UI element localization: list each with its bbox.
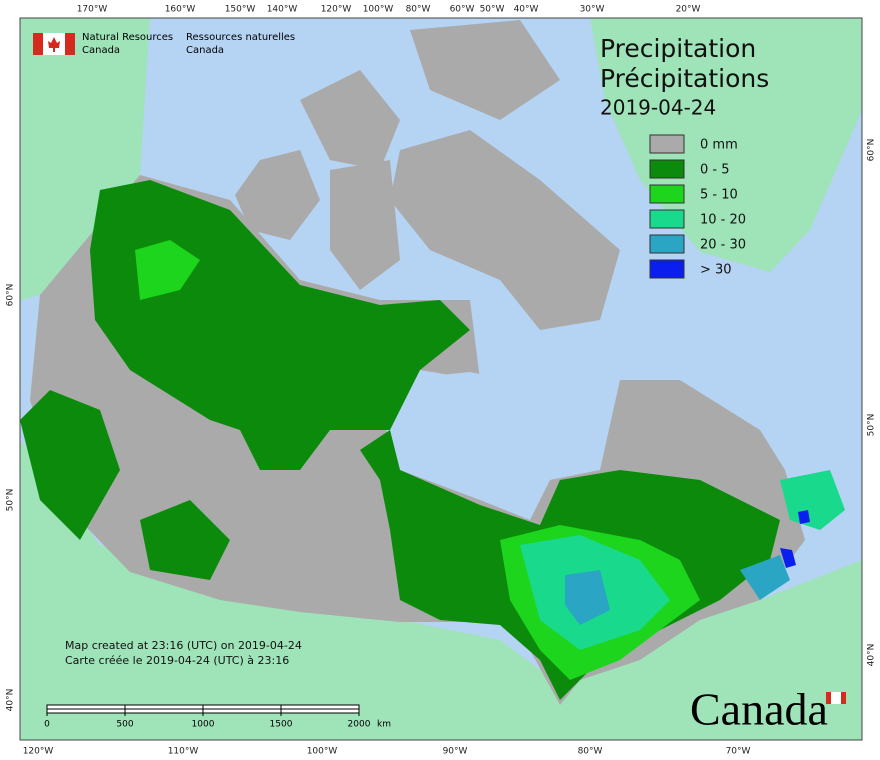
greenland [590, 18, 862, 272]
agency-en: Natural Resources [82, 32, 173, 43]
legend-swatch [649, 209, 685, 229]
legend-label: 20 - 30 [700, 238, 746, 253]
longitude-label: 60°W [450, 5, 475, 15]
footer: Map created at 23:16 (UTC) on 2019-04-24 [65, 639, 302, 652]
longitude-label: 40°W [514, 5, 539, 15]
longitude-label: 150°W [225, 5, 256, 15]
longitude-label: 170°W [77, 5, 108, 15]
hudson-bay [386, 372, 540, 500]
legend-label: > 30 [700, 263, 732, 278]
scale-label: 1000 [192, 720, 215, 730]
frame [19, 17, 863, 741]
footer: Carte créée le 2019-04-24 (UTC) à 23:16 [65, 654, 289, 667]
usa [20, 440, 862, 740]
precip-20-30 [565, 570, 610, 625]
latitude-label: 50°N [6, 489, 16, 512]
legend-label: 5 - 10 [700, 188, 738, 203]
precip-10-20 [780, 470, 845, 530]
legend-swatch [649, 259, 685, 279]
precip-0-5 [140, 500, 230, 580]
latitude-label: 60°N [6, 284, 16, 307]
precip-over-30 [780, 548, 796, 568]
longitude-label: 90°W [443, 747, 468, 757]
canada-wordmark: Canada [690, 684, 828, 735]
agency-en: Canada [82, 45, 120, 56]
scale-label: 0 [44, 720, 50, 730]
legend-swatch [649, 184, 685, 204]
scale-label: 500 [116, 720, 133, 730]
latitude-label: 60°N [867, 139, 877, 162]
precip-20-30 [740, 555, 790, 600]
longitude-label: 20°W [676, 5, 701, 15]
title: Précipitations [600, 64, 769, 93]
precip-0-5 [20, 390, 120, 540]
latitude-label: 50°N [867, 414, 877, 437]
longitude-label: 120°W [321, 5, 352, 15]
precip-5-10 [135, 240, 200, 300]
legend-label: 0 mm [700, 138, 738, 153]
longitude-label: 80°W [578, 747, 603, 757]
agency-fr: Canada [186, 45, 224, 56]
island [390, 130, 620, 330]
longitude-label: 50°W [480, 5, 505, 15]
nrcan-header: Natural Resources Canada Ressources natu… [33, 32, 295, 56]
scale-segment [280, 708, 360, 714]
island [410, 20, 560, 120]
longitude-label: 100°W [307, 747, 338, 757]
legend: 0 mm 0 - 5 5 - 10 10 - 20 20 - 30 > 30 [649, 134, 746, 279]
scale-segment [46, 704, 126, 710]
graticule: 170°W 160°W 150°W 140°W 120°W 100°W 80°W 60°W 50… [6, 5, 877, 757]
longitude-label: 160°W [165, 5, 196, 15]
scale-segment [124, 708, 204, 714]
legend-swatch [649, 134, 685, 154]
precip-over-30 [798, 510, 810, 524]
island [235, 150, 320, 240]
scale-label: 2000 [348, 720, 371, 730]
scale-segment [202, 704, 282, 710]
wordmark-flag [831, 692, 841, 704]
legend-swatch [649, 159, 685, 179]
latitude-label: 40°N [6, 689, 16, 712]
land [20, 18, 862, 740]
flag-band [65, 33, 75, 55]
scale-bar: 0 500 1000 1500 2000 km [44, 704, 391, 730]
date: 2019-04-24 [600, 96, 716, 120]
wordmark: Canada [690, 684, 846, 735]
longitude-label: 110°W [168, 747, 199, 757]
island [300, 70, 400, 170]
legend-label: 10 - 20 [700, 213, 746, 228]
longitude-label: 140°W [267, 5, 298, 15]
maple-leaf [48, 37, 60, 52]
agency-fr: Ressources naturelles [186, 32, 295, 43]
longitude-label: 30°W [580, 5, 605, 15]
flag-band [33, 33, 43, 55]
scale-label: 1500 [270, 720, 293, 730]
latitude-label: 40°N [867, 644, 877, 667]
legend-label: 0 - 5 [700, 163, 730, 178]
alaska [20, 18, 150, 300]
longitude-label: 100°W [363, 5, 394, 15]
legend-swatch [649, 234, 685, 254]
longitude-label: 80°W [406, 5, 431, 15]
longitude-label: 70°W [726, 747, 751, 757]
longitude-label: 120°W [23, 747, 54, 757]
title: Precipitation [600, 34, 756, 63]
island [330, 160, 400, 290]
scale-unit: km [377, 720, 391, 730]
